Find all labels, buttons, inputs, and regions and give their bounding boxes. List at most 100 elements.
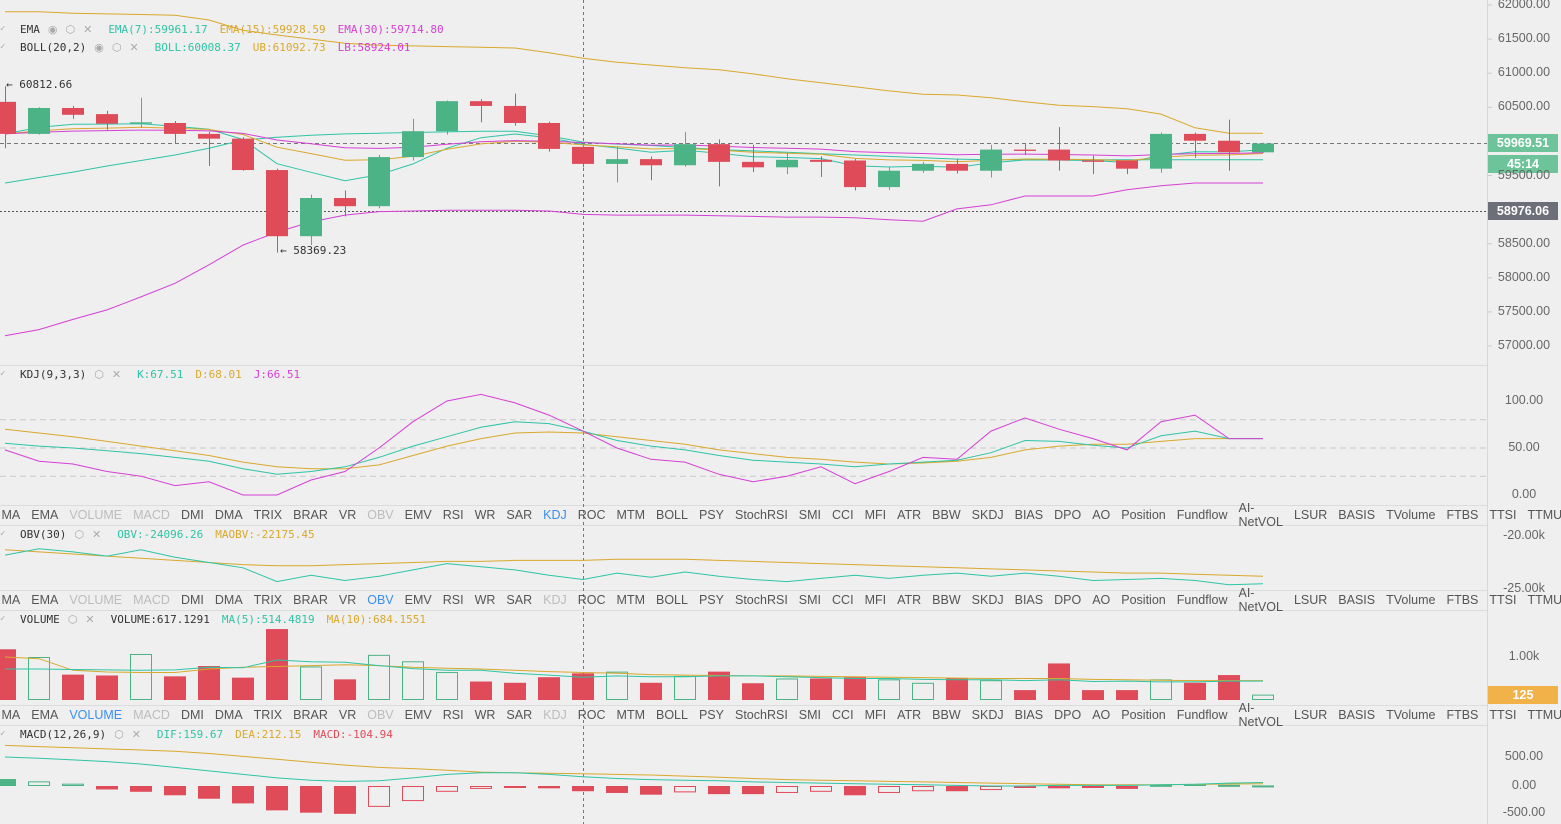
indicator-tab-smi[interactable]: SMI [798, 707, 822, 722]
collapse-chevron-icon[interactable]: ✓ [0, 614, 6, 624]
indicator-tab-ttmu[interactable]: TTMU [1527, 507, 1561, 522]
indicator-tab-ai-netvol[interactable]: AI-NetVOL [1238, 500, 1283, 529]
indicator-tab-dma[interactable]: DMA [214, 707, 243, 722]
close-icon[interactable]: ✕ [85, 612, 95, 626]
indicator-tab-brar[interactable]: BRAR [293, 592, 328, 607]
indicator-tab-dpo[interactable]: DPO [1054, 592, 1082, 607]
indicator-tab-ttsi[interactable]: TTSI [1489, 592, 1517, 607]
indicator-tab-macd[interactable]: MACD [133, 507, 170, 522]
indicator-tab-ttmu[interactable]: TTMU [1527, 592, 1561, 607]
indicator-tab-macd[interactable]: MACD [133, 592, 170, 607]
indicator-tab-bbw[interactable]: BBW [932, 507, 961, 522]
indicator-tab-wr[interactable]: WR [474, 507, 496, 522]
indicator-tab-basis[interactable]: BASIS [1338, 507, 1376, 522]
indicator-tab-emv[interactable]: EMV [404, 707, 432, 722]
indicator-tab-ftbs[interactable]: FTBS [1446, 707, 1479, 722]
indicator-tab-boll[interactable]: BOLL [656, 507, 688, 522]
indicator-tab-position[interactable]: Position [1121, 707, 1166, 722]
indicator-tab-trix[interactable]: TRIX [253, 592, 283, 607]
indicator-tab-roc[interactable]: ROC [577, 507, 606, 522]
indicator-tab-dma[interactable]: DMA [214, 507, 243, 522]
collapse-chevron-icon[interactable]: ✓ [0, 24, 6, 34]
gear-icon[interactable]: ⬡ [114, 727, 124, 741]
indicator-tab-cci[interactable]: CCI [832, 507, 854, 522]
indicator-tab-volume[interactable]: VOLUME [69, 592, 123, 607]
indicator-tab-brar[interactable]: BRAR [293, 507, 328, 522]
indicator-tab-trix[interactable]: TRIX [253, 707, 283, 722]
close-icon[interactable]: ✕ [111, 367, 122, 381]
indicator-tab-psy[interactable]: PSY [698, 707, 724, 722]
indicator-tab-ema[interactable]: EMA [31, 507, 59, 522]
indicator-tab-skdj[interactable]: SKDJ [971, 507, 1004, 522]
indicator-tab-macd[interactable]: MACD [133, 707, 170, 722]
indicator-tab-dmi[interactable]: DMI [180, 707, 204, 722]
indicator-tab-atr[interactable]: ATR [897, 592, 922, 607]
indicator-tab-mfi[interactable]: MFI [864, 707, 887, 722]
indicator-tab-ai-netvol[interactable]: AI-NetVOL [1238, 700, 1283, 729]
indicator-tab-kdj[interactable]: KDJ [543, 707, 567, 722]
indicator-tab-tvolume[interactable]: TVolume [1386, 592, 1436, 607]
gear-icon[interactable]: ⬡ [94, 367, 104, 381]
indicator-tab-dmi[interactable]: DMI [180, 592, 204, 607]
indicator-tab-tvolume[interactable]: TVolume [1386, 707, 1436, 722]
indicator-tab-volume[interactable]: VOLUME [69, 707, 123, 722]
indicator-tab-dpo[interactable]: DPO [1054, 507, 1082, 522]
close-icon[interactable]: ✕ [83, 22, 93, 36]
indicator-tab-wr[interactable]: WR [474, 592, 496, 607]
indicator-tab-mfi[interactable]: MFI [864, 592, 887, 607]
indicator-tab-ao[interactable]: AO [1092, 507, 1111, 522]
indicator-tab-dma[interactable]: DMA [214, 592, 243, 607]
indicator-tab-ma[interactable]: MA [1, 592, 21, 607]
gear-icon[interactable]: ⬡ [74, 527, 84, 541]
indicator-tab-ai-netvol[interactable]: AI-NetVOL [1238, 585, 1283, 614]
indicator-tab-obv[interactable]: OBV [367, 592, 394, 607]
indicator-tab-fundflow[interactable]: Fundflow [1176, 507, 1228, 522]
indicator-tab-tvolume[interactable]: TVolume [1386, 507, 1436, 522]
indicator-tab-mfi[interactable]: MFI [864, 507, 887, 522]
indicator-tab-bias[interactable]: BIAS [1014, 707, 1044, 722]
indicator-tab-trix[interactable]: TRIX [253, 507, 283, 522]
gear-icon[interactable]: ⬡ [67, 612, 78, 626]
indicator-tab-lsur[interactable]: LSUR [1293, 592, 1328, 607]
indicator-tab-ao[interactable]: AO [1092, 592, 1111, 607]
indicator-tab-sar[interactable]: SAR [506, 507, 533, 522]
indicator-tab-brar[interactable]: BRAR [293, 707, 328, 722]
indicator-tab-ftbs[interactable]: FTBS [1446, 592, 1479, 607]
indicator-tab-smi[interactable]: SMI [798, 592, 822, 607]
indicator-tab-boll[interactable]: BOLL [656, 592, 688, 607]
gear-icon[interactable]: ⬡ [111, 40, 122, 54]
indicator-tab-basis[interactable]: BASIS [1338, 592, 1376, 607]
close-icon[interactable]: ✕ [129, 40, 139, 54]
indicator-tab-bbw[interactable]: BBW [932, 707, 961, 722]
indicator-tab-sar[interactable]: SAR [506, 592, 533, 607]
indicator-tab-dpo[interactable]: DPO [1054, 707, 1082, 722]
indicator-tab-volume[interactable]: VOLUME [69, 507, 123, 522]
indicator-tab-fundflow[interactable]: Fundflow [1176, 707, 1228, 722]
indicator-tab-cci[interactable]: CCI [832, 592, 854, 607]
close-icon[interactable]: ✕ [91, 527, 102, 541]
indicator-tab-stochrsi[interactable]: StochRSI [734, 592, 788, 607]
indicator-tab-stochrsi[interactable]: StochRSI [734, 707, 788, 722]
indicator-tab-emv[interactable]: EMV [404, 592, 432, 607]
indicator-tab-fundflow[interactable]: Fundflow [1176, 592, 1228, 607]
indicator-tab-psy[interactable]: PSY [698, 507, 724, 522]
indicator-tab-stochrsi[interactable]: StochRSI [734, 507, 788, 522]
indicator-tab-psy[interactable]: PSY [698, 592, 724, 607]
indicator-tab-ma[interactable]: MA [1, 707, 21, 722]
eye-icon[interactable]: ◉ [47, 22, 58, 36]
indicator-tab-ma[interactable]: MA [1, 507, 21, 522]
indicator-tab-rsi[interactable]: RSI [442, 707, 464, 722]
indicator-tab-bias[interactable]: BIAS [1014, 592, 1044, 607]
indicator-tab-lsur[interactable]: LSUR [1293, 507, 1328, 522]
indicator-tab-mtm[interactable]: MTM [616, 707, 645, 722]
indicator-tab-ao[interactable]: AO [1092, 707, 1111, 722]
indicator-tab-kdj[interactable]: KDJ [543, 507, 567, 522]
indicator-tab-cci[interactable]: CCI [832, 707, 854, 722]
indicator-tab-ema[interactable]: EMA [31, 592, 59, 607]
indicator-tab-kdj[interactable]: KDJ [543, 592, 567, 607]
indicator-tab-boll[interactable]: BOLL [656, 707, 688, 722]
indicator-tab-smi[interactable]: SMI [798, 507, 822, 522]
indicator-tab-ttmu[interactable]: TTMU [1527, 707, 1561, 722]
collapse-chevron-icon[interactable]: ✓ [0, 369, 6, 379]
